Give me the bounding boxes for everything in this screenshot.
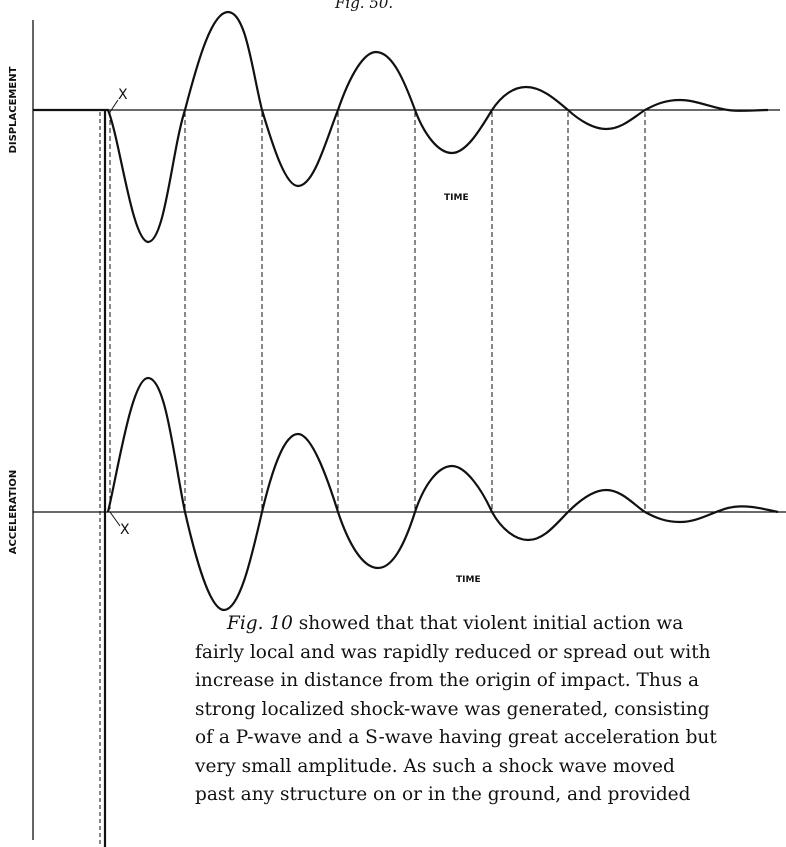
lower-axis-label: ACCELERATION <box>8 470 19 555</box>
upper-axis-label: DISPLACEMENT <box>8 66 19 153</box>
paragraph-line: fairly local and was rapidly reduced or … <box>195 641 711 663</box>
guide-lines <box>109 112 646 512</box>
paragraph-line: of a P-wave and a S-wave having great ac… <box>195 727 717 748</box>
acceleration-curve <box>106 376 779 612</box>
body-paragraph: Fig. 10 showed that that violent initial… <box>195 610 786 810</box>
paragraph-line: strong localized shock-wave was generate… <box>195 698 710 720</box>
paragraph-line: past any structure on or in the ground, … <box>195 784 691 805</box>
upper-x-marker: X <box>118 87 128 103</box>
paragraph-line: Fig. 10 showed that that violent initial… <box>227 613 684 634</box>
paragraph-line: very small amplitude. As such a shock wa… <box>195 755 675 777</box>
paragraph-line: increase in distance from the origin of … <box>195 670 700 691</box>
upper-time-label: TIME <box>444 193 469 203</box>
displacement-curve <box>33 10 769 244</box>
lower-x-marker: X <box>120 522 130 538</box>
lower-x-pointer <box>109 511 121 527</box>
lower-time-label: TIME <box>456 575 481 585</box>
upper-x-pointer <box>109 99 119 113</box>
figure-caption: Fig. 50. <box>334 0 393 12</box>
